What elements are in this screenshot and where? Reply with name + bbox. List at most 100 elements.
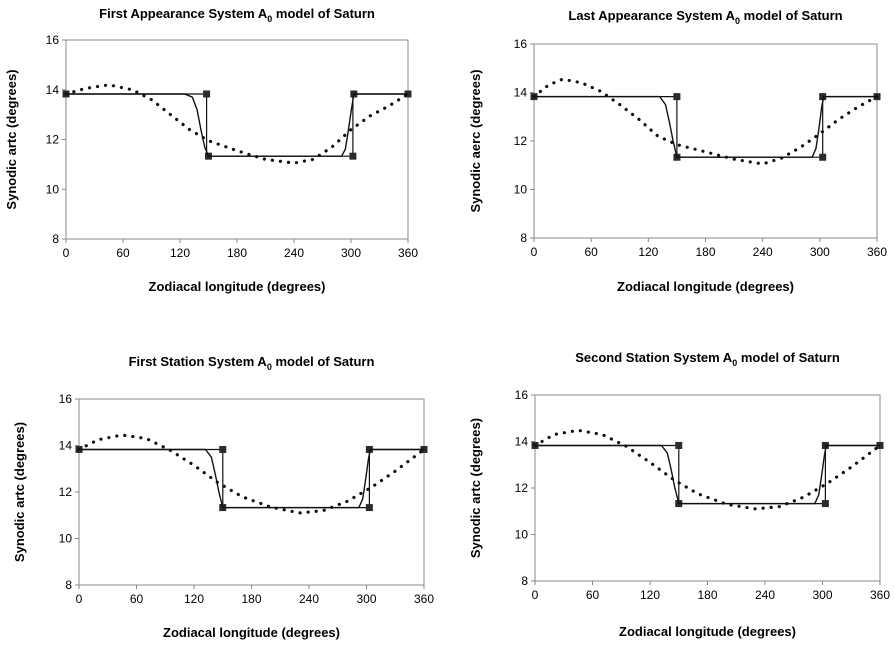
x-tick-label: 0 xyxy=(63,246,70,260)
y-tick-label: 14 xyxy=(514,86,528,100)
y-tick-label: 16 xyxy=(515,388,529,402)
y-tick-label: 12 xyxy=(59,485,73,499)
x-tick-label: 300 xyxy=(356,592,376,606)
chart-title: First Appearance System A0 model of Satu… xyxy=(99,6,375,24)
chart-title-main: First Station System A xyxy=(129,354,268,369)
series-marker xyxy=(819,93,827,101)
x-tick-label: 300 xyxy=(810,245,830,259)
chart-last-appearance: Last Appearance System A0 model of Satur… xyxy=(468,8,887,294)
y-tick-label: 10 xyxy=(59,532,73,546)
chart-first-station: First Station System A0 model of Saturn8… xyxy=(12,354,434,640)
chart-title-main: First Appearance System A xyxy=(99,6,268,21)
x-tick-label: 60 xyxy=(586,588,600,602)
y-axis-label: Synodic artc (degrees) xyxy=(4,69,19,209)
chart-title-subscript: 0 xyxy=(732,358,737,368)
series-smooth-line xyxy=(79,448,424,509)
series-marker xyxy=(219,445,227,453)
y-tick-label: 8 xyxy=(520,231,527,245)
series-marker xyxy=(821,500,829,508)
plot-area-frame xyxy=(65,39,409,240)
y-tick-label: 10 xyxy=(46,182,60,196)
plot-area-frame xyxy=(533,43,878,239)
x-tick-label: 360 xyxy=(867,245,887,259)
x-tick-label: 0 xyxy=(531,245,538,259)
x-tick-label: 0 xyxy=(76,592,83,606)
x-tick-label: 60 xyxy=(116,246,130,260)
y-tick-label: 12 xyxy=(46,133,60,147)
chart-title-suffix: model of Saturn xyxy=(272,6,375,21)
y-tick-label: 12 xyxy=(515,481,529,495)
series-marker xyxy=(365,504,373,512)
y-tick-label: 8 xyxy=(52,232,59,246)
x-axis-label: Zodiacal longitude (degrees) xyxy=(163,625,340,640)
chart-title-suffix: model of Saturn xyxy=(737,350,840,365)
chart-title-subscript: 0 xyxy=(267,14,272,24)
x-tick-label: 0 xyxy=(532,588,539,602)
series-marker xyxy=(675,441,683,449)
chart-title-main: Last Appearance System A xyxy=(568,8,735,23)
series-smooth-line xyxy=(66,93,408,157)
y-tick-label: 16 xyxy=(59,392,73,406)
y-tick-label: 10 xyxy=(515,528,529,542)
series-dotted-line xyxy=(64,83,410,165)
x-tick-label: 120 xyxy=(638,245,658,259)
x-tick-label: 180 xyxy=(227,246,247,260)
x-tick-label: 300 xyxy=(341,246,361,260)
series-dotted-line xyxy=(532,77,879,166)
y-tick-label: 12 xyxy=(514,134,528,148)
y-tick-label: 16 xyxy=(46,33,60,47)
x-tick-label: 180 xyxy=(697,588,717,602)
series-marker xyxy=(203,90,211,98)
y-tick-label: 16 xyxy=(514,37,528,51)
x-axis-label: Zodiacal longitude (degrees) xyxy=(617,279,794,294)
chart-title: Second Station System A0 model of Saturn xyxy=(575,350,840,368)
x-tick-label: 120 xyxy=(640,588,660,602)
x-tick-label: 360 xyxy=(414,592,434,606)
x-tick-label: 300 xyxy=(812,588,832,602)
series-step-line xyxy=(79,448,424,509)
y-tick-label: 8 xyxy=(65,578,72,592)
y-tick-label: 14 xyxy=(515,435,529,449)
x-tick-label: 240 xyxy=(299,592,319,606)
chart-title: First Station System A0 model of Saturn xyxy=(129,354,375,372)
y-tick-label: 14 xyxy=(46,83,60,97)
series-marker xyxy=(673,93,681,101)
x-tick-label: 360 xyxy=(398,246,418,260)
x-axis-label: Zodiacal longitude (degrees) xyxy=(149,279,326,294)
x-tick-label: 360 xyxy=(870,588,890,602)
chart-title-subscript: 0 xyxy=(267,362,272,372)
plot-area-frame xyxy=(78,398,425,586)
series-smooth-line xyxy=(534,95,877,158)
series-marker xyxy=(821,441,829,449)
series-marker xyxy=(349,152,357,160)
y-axis-label: Synodic artc (degrees) xyxy=(468,418,483,558)
series-marker xyxy=(365,445,373,453)
chart-title-main: Second Station System A xyxy=(575,350,733,365)
x-tick-label: 180 xyxy=(695,245,715,259)
x-tick-label: 60 xyxy=(130,592,144,606)
y-axis-label: Synodic aerc (degrees) xyxy=(468,69,483,212)
chart-second-station: Second Station System A0 model of Saturn… xyxy=(468,350,890,639)
x-tick-label: 240 xyxy=(755,588,775,602)
x-tick-label: 60 xyxy=(584,245,598,259)
y-axis-label: Synodic artc (degrees) xyxy=(12,422,27,562)
series-smooth-line xyxy=(535,444,880,505)
x-tick-label: 240 xyxy=(753,245,773,259)
plot-area-frame xyxy=(534,394,881,582)
y-tick-label: 14 xyxy=(59,439,73,453)
chart-title-suffix: model of Saturn xyxy=(740,8,843,23)
chart-first-appearance: First Appearance System A0 model of Satu… xyxy=(4,6,418,294)
chart-title: Last Appearance System A0 model of Satur… xyxy=(568,8,842,26)
x-tick-label: 120 xyxy=(184,592,204,606)
x-tick-label: 120 xyxy=(170,246,190,260)
chart-title-suffix: model of Saturn xyxy=(272,354,375,369)
x-tick-label: 240 xyxy=(284,246,304,260)
y-tick-label: 8 xyxy=(521,574,528,588)
series-marker xyxy=(819,153,827,161)
x-axis-label: Zodiacal longitude (degrees) xyxy=(619,624,796,639)
x-tick-label: 180 xyxy=(241,592,261,606)
series-step-line xyxy=(534,96,877,158)
chart-title-subscript: 0 xyxy=(735,16,740,26)
y-tick-label: 10 xyxy=(514,183,528,197)
